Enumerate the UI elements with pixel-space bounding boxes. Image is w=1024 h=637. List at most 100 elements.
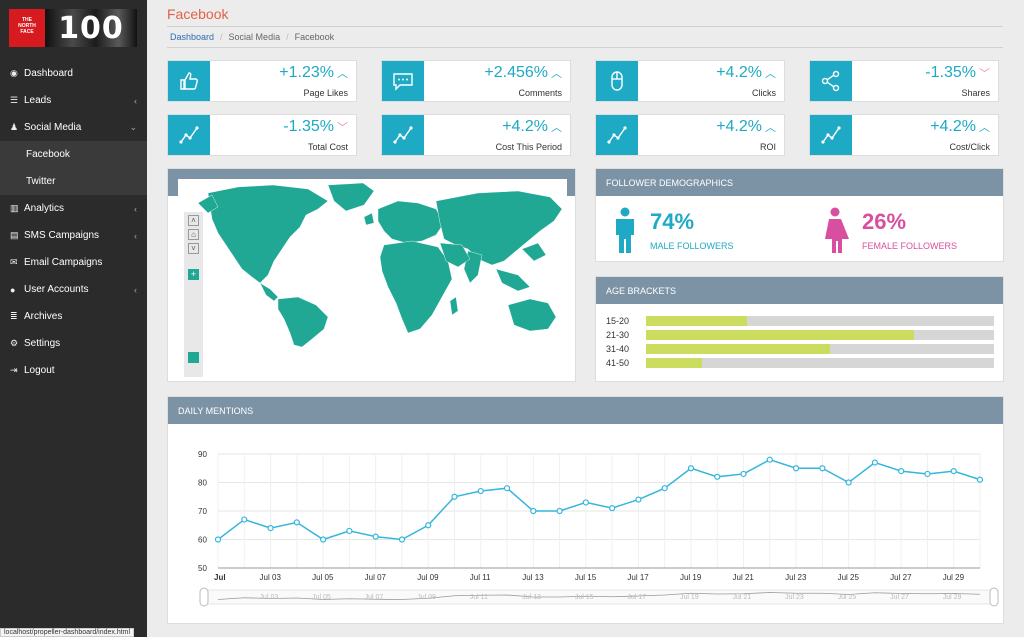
sidebar-item-archives[interactable]: ≣ Archives: [0, 303, 147, 330]
range-navigator-label: Jul 19: [680, 594, 699, 601]
sidebar-item-twitter[interactable]: Twitter: [0, 168, 147, 195]
breadcrumb: Dashboard / Social Media / Facebook: [170, 32, 334, 42]
map-pan-up-icon[interactable]: ˄: [188, 215, 199, 226]
arrow-up-icon: ︿: [765, 122, 776, 134]
breadcrumb-social-media: Social Media: [228, 32, 281, 42]
chevron-down-icon: ⌄: [129, 122, 137, 132]
x-tick-label: Jul 07: [365, 573, 387, 582]
age-bracket-bar: [646, 344, 831, 354]
data-point: [976, 476, 984, 483]
line-chart-icon: [168, 115, 210, 155]
chevron-left-icon: ‹: [134, 284, 137, 295]
line-chart-icon: [596, 115, 638, 155]
age-bracket-label: 15-20: [606, 316, 630, 326]
sidebar-item-settings[interactable]: ⚙ Settings: [0, 330, 147, 357]
x-tick-label: Jul 03: [260, 573, 282, 582]
female-followers-stat: 26% FEMALE FOLLOWERS: [820, 207, 957, 253]
sidebar-item-sms-campaigns[interactable]: ▤ SMS Campaigns ‹: [0, 222, 147, 249]
data-point: [609, 505, 616, 512]
bar-chart-icon: ▥: [10, 203, 19, 213]
user-icon: ●: [10, 284, 16, 295]
stat-label: Clicks: [752, 88, 776, 98]
comment-icon: [382, 61, 424, 101]
data-point: [898, 467, 905, 475]
female-icon: [825, 207, 849, 253]
data-point: [950, 467, 957, 475]
stat-card-clicks: +4.2% ︿ Clicks: [595, 60, 785, 102]
logo-100: 100: [45, 9, 137, 47]
age-bracket-bar: [646, 316, 747, 326]
range-navigator-label: Jul 05: [312, 594, 331, 601]
stat-card-cost-this-period: +4.2% ︿ Cost This Period: [381, 114, 571, 156]
data-point: [740, 470, 747, 478]
stat-card-page-likes: +1.23% ︿ Page Likes: [167, 60, 357, 102]
stat-value: +4.2% ︿: [502, 118, 562, 135]
male-icon: [616, 207, 634, 253]
data-point: [845, 479, 852, 486]
stat-value: +4.2% ︿: [716, 118, 776, 135]
sidebar-item-email-campaigns[interactable]: ✉ Email Campaigns: [0, 249, 147, 276]
map-pan-down-icon[interactable]: ˅: [188, 243, 199, 254]
age-bracket-row: 15-20: [606, 316, 994, 326]
data-point: [819, 465, 826, 472]
data-point: [582, 499, 589, 506]
arrow-up-icon: ︿: [551, 122, 562, 134]
panel-title: AGE BRACKETS: [596, 277, 1003, 304]
stat-label: ROI: [759, 142, 776, 152]
divider: [167, 26, 1003, 27]
brand-logo[interactable]: THE NORTH FACE 100: [9, 9, 137, 47]
range-navigator-label: Jul 17: [627, 594, 646, 601]
stat-card-roi: +4.2% ︿ ROI: [595, 114, 785, 156]
sidebar-item-user-accounts[interactable]: ● User Accounts ‹: [0, 276, 147, 303]
data-point: [372, 533, 379, 540]
range-navigator-label: Jul 15: [575, 594, 594, 601]
age-bracket-track: [646, 316, 994, 326]
range-navigator-line: [217, 592, 981, 600]
sidebar-item-logout[interactable]: ⇥ Logout: [0, 357, 147, 384]
chevron-left-icon: ‹: [134, 203, 137, 214]
sidebar-item-analytics[interactable]: ▥ Analytics ‹: [0, 195, 147, 222]
age-bracket-bar: [646, 358, 702, 368]
range-handle-right[interactable]: [989, 587, 999, 607]
range-handle-left[interactable]: [199, 587, 209, 607]
chevron-left-icon: ‹: [134, 230, 137, 241]
sidebar-item-social-media[interactable]: ♟ Social Media ⌄: [0, 114, 147, 141]
range-navigator-label: Jul 09: [417, 594, 436, 601]
x-tick-label: Jul 27: [890, 573, 912, 582]
male-followers-label: MALE FOLLOWERS: [650, 241, 734, 251]
sidebar-item-facebook[interactable]: Facebook: [0, 141, 147, 168]
range-navigator-label: Jul 27: [890, 594, 909, 601]
x-tick-label: Jul: [214, 573, 226, 582]
map-home-icon[interactable]: ⌂: [188, 229, 199, 240]
map-zoom-slider-handle[interactable]: [188, 352, 199, 363]
page-title: Facebook: [167, 6, 229, 22]
arrow-up-icon: ︿: [337, 68, 348, 80]
sidebar-item-leads[interactable]: ☰ Leads ‹: [0, 87, 147, 114]
sidebar-nav: ◉ Dashboard ☰ Leads ‹ ♟ Social Media ⌄ F…: [0, 60, 147, 384]
stat-label: Cost This Period: [495, 142, 562, 152]
y-tick-label: 90: [198, 450, 207, 459]
range-navigator-label: Jul 07: [365, 594, 384, 601]
stat-card-shares: -1.35% ﹀ Shares: [809, 60, 999, 102]
y-tick-label: 60: [198, 536, 207, 545]
data-point: [871, 459, 878, 466]
sidebar-item-dashboard[interactable]: ◉ Dashboard: [0, 60, 147, 87]
data-point: [346, 527, 353, 535]
stat-label: Shares: [961, 88, 990, 98]
top-cities-panel: TOP CITIES: [167, 168, 576, 382]
stat-card-comments: +2.456% ︿ Comments: [381, 60, 571, 102]
y-tick-label: 50: [198, 564, 207, 573]
breadcrumb-dashboard[interactable]: Dashboard: [170, 32, 215, 42]
world-map[interactable]: [178, 179, 567, 348]
data-point: [214, 536, 222, 543]
follower-demographics-panel: FOLLOWER DEMOGRAPHICS 74% MALE FOLLOWERS…: [595, 168, 1004, 262]
divider: [167, 47, 1003, 48]
map-zoom-in-button[interactable]: +: [188, 269, 199, 280]
stat-label: Total Cost: [307, 142, 348, 152]
panel-title: FOLLOWER DEMOGRAPHICS: [596, 169, 1003, 196]
logout-icon: ⇥: [10, 365, 18, 375]
age-brackets-panel: AGE BRACKETS 15-20 21-30 31-40 41-50: [595, 276, 1004, 382]
data-point: [766, 456, 773, 463]
sidebar-item-label: Logout: [24, 365, 55, 376]
range-navigator-label: Jul 25: [838, 594, 857, 601]
